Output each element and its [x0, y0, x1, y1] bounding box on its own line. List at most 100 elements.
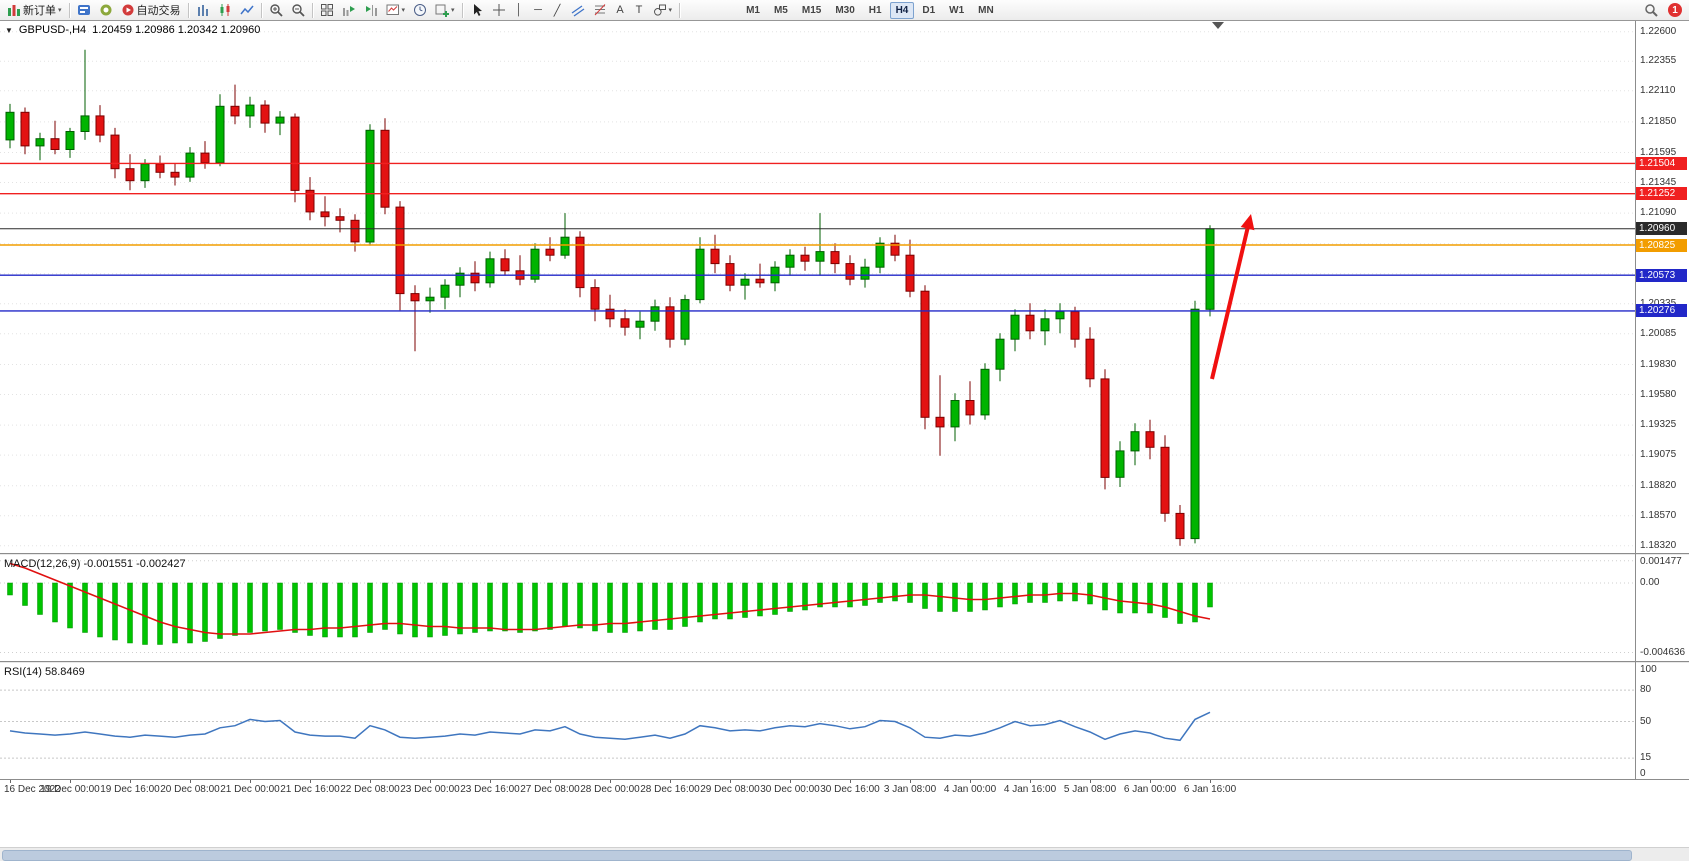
macd-canvas[interactable]	[0, 556, 1635, 661]
price-axis-label: 1.18820	[1640, 479, 1677, 491]
template-button[interactable]: ▾	[431, 1, 459, 20]
timeframe-button-d1[interactable]: D1	[922, 4, 936, 16]
panel-divider[interactable]	[0, 661, 1689, 664]
new-order-button-label: 新订单	[23, 5, 56, 17]
candlestick-chart-button[interactable]	[214, 1, 236, 20]
price-axis[interactable]: 1.22600 1.22355 1.22110 1.21850 1.21595 1.213…	[1636, 21, 1689, 553]
toolbar-separator	[187, 2, 189, 18]
collapse-arrow-icon[interactable]: ▼	[5, 25, 13, 35]
caret-down-icon: ▾	[401, 7, 406, 14]
time-tick	[310, 780, 311, 783]
hline-price-tag: 1.20825	[1636, 238, 1687, 252]
autotrading-icon	[121, 3, 135, 17]
vertical-line-tool-button[interactable]: │	[510, 1, 529, 20]
metaeditor-icon	[77, 3, 91, 17]
period-button[interactable]	[409, 1, 431, 20]
zoom-out-button[interactable]	[287, 1, 309, 20]
channel-tool-button[interactable]	[567, 1, 589, 20]
time-axis-label: 6 Jan 00:00	[1123, 784, 1177, 795]
chart-window: 1.22600 1.22355 1.22110 1.21850 1.21595 1.213…	[0, 21, 1689, 798]
time-tick	[370, 780, 371, 783]
time-axis-label: 4 Jan 00:00	[943, 784, 997, 795]
toolbar-separator	[68, 2, 70, 18]
toolbar-button-group: 新订单 ▾ 自动交易 ▾ ▾ │ ─ ╱ A T ▾	[3, 1, 683, 20]
new-chart-button[interactable]: ▾	[382, 1, 410, 20]
time-tick	[430, 780, 431, 783]
text-tool-button[interactable]: A	[611, 1, 630, 20]
notification-badge[interactable]: 1	[1668, 3, 1682, 17]
tile-windows-button[interactable]	[316, 1, 338, 20]
time-tick	[1030, 780, 1031, 783]
timeframe-button-h1[interactable]: H1	[868, 4, 882, 16]
crosshair-tool-button[interactable]	[488, 1, 510, 20]
rsi-canvas[interactable]	[0, 664, 1635, 779]
zoom-in-button[interactable]	[265, 1, 287, 20]
template-icon	[435, 3, 450, 17]
price-axis-label: 1.19580	[1640, 388, 1677, 400]
new-order-button[interactable]: 新订单 ▾	[3, 1, 66, 20]
timeframe-button-h4[interactable]: H4	[889, 1, 915, 19]
time-axis-label: 6 Jan 16:00	[1183, 784, 1237, 795]
price-axis-label: 1.20335	[1640, 297, 1677, 309]
trendline-tool-button-glyph: ╱	[553, 4, 561, 17]
toolbar-separator	[461, 2, 463, 18]
panel-divider[interactable]	[0, 553, 1689, 556]
metaeditor-button[interactable]	[73, 1, 95, 20]
rsi-axis-label: 100	[1640, 664, 1657, 675]
community-icon	[99, 3, 113, 17]
time-axis[interactable]: 16 Dec 2022 19 Dec 00:00 19 Dec 16:00 20 De…	[0, 779, 1689, 798]
time-tick	[1150, 780, 1151, 783]
time-tick	[130, 780, 131, 783]
shapes-tool-button[interactable]: ▾	[649, 1, 677, 20]
trend-arrow-head	[1240, 214, 1255, 231]
magnifier-icon	[1644, 3, 1658, 17]
chart-shift-button[interactable]	[360, 1, 382, 20]
timeframe-button-m5[interactable]: M5	[773, 4, 788, 16]
price-axis-label: 1.22600	[1640, 25, 1677, 37]
line-chart-button[interactable]	[236, 1, 258, 20]
macd-label: MACD(12,26,9) -0.001551 -0.002427	[4, 558, 186, 570]
time-tick	[250, 780, 251, 783]
time-tick	[490, 780, 491, 783]
price-axis-label: 1.21090	[1640, 207, 1677, 219]
horizontal-scrollbar[interactable]	[0, 847, 1689, 861]
rsi-label: RSI(14) 58.8469	[4, 666, 85, 678]
timeframe-button-m1[interactable]: M1	[746, 4, 760, 16]
time-axis-label: 20 Dec 08:00	[160, 784, 220, 795]
time-tick	[670, 780, 671, 783]
bar-chart-button[interactable]	[192, 1, 214, 20]
time-axis-label: 23 Dec 16:00	[460, 784, 520, 795]
cursor-tool-button[interactable]	[466, 1, 488, 20]
macd-panel[interactable]	[0, 556, 1635, 661]
clock-icon	[413, 3, 427, 17]
price-axis-label: 1.22355	[1640, 55, 1677, 67]
crosshair-icon	[492, 3, 506, 17]
timeframe-button-mn[interactable]: MN	[978, 4, 994, 16]
time-axis-label: 27 Dec 08:00	[520, 784, 580, 795]
price-axis-label: 1.22110	[1640, 84, 1676, 96]
candlestick-icon	[218, 3, 232, 17]
price-chart-panel[interactable]	[0, 21, 1635, 553]
timeframe-button-m15[interactable]: M15	[801, 4, 822, 16]
price-axis-label: 1.20085	[1640, 327, 1677, 339]
price-chart-canvas[interactable]	[0, 21, 1635, 553]
label-tool-button[interactable]: T	[630, 1, 649, 20]
timeframe-button-m30[interactable]: M30	[835, 4, 855, 16]
fibonacci-tool-button[interactable]	[589, 1, 611, 20]
price-axis-label: 1.21595	[1640, 146, 1677, 158]
price-axis-label: 1.19325	[1640, 419, 1677, 431]
mql5-community-button[interactable]	[95, 1, 117, 20]
toolbar-separator	[311, 2, 313, 18]
scrollbar-thumb[interactable]	[2, 850, 1632, 861]
auto-scroll-button[interactable]	[338, 1, 360, 20]
timeframe-button-w1[interactable]: W1	[949, 4, 965, 16]
rsi-panel[interactable]	[0, 664, 1635, 779]
trendline-tool-button[interactable]: ╱	[548, 1, 567, 20]
horizontal-line-tool-button[interactable]: ─	[529, 1, 548, 20]
autotrading-button[interactable]: 自动交易	[117, 1, 185, 20]
price-axis-label: 1.21850	[1640, 115, 1677, 127]
search-button[interactable]	[1640, 1, 1662, 20]
time-axis-label: 30 Dec 16:00	[820, 784, 880, 795]
rsi-axis-label: 80	[1640, 684, 1652, 696]
time-axis-label: 19 Dec 16:00	[100, 784, 160, 795]
